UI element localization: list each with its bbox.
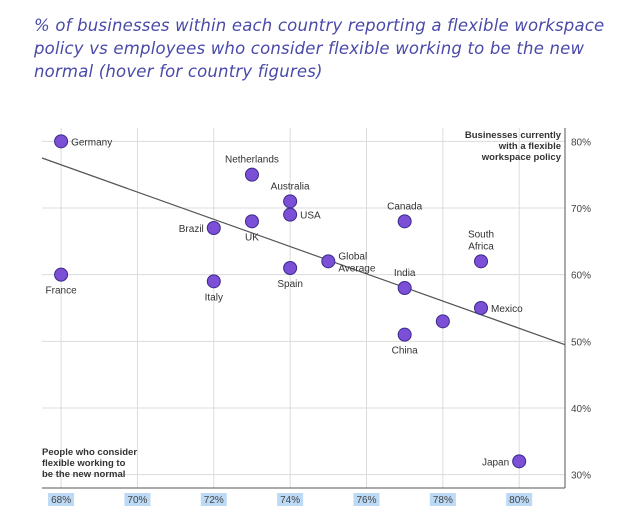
- label-india: India: [394, 268, 416, 279]
- label-canada: Canada: [387, 201, 422, 212]
- grid-lines: [42, 128, 566, 489]
- point-canada: [397, 214, 412, 229]
- label-global-average-line-1: Global: [338, 251, 367, 262]
- point-japan: [512, 454, 527, 469]
- y-axis-title-line-3: workspace policy: [481, 152, 562, 163]
- y-tick-label-60: 60%: [571, 271, 591, 282]
- label-mexico-line-1: Mexico: [491, 304, 523, 315]
- point-uk: [244, 214, 259, 229]
- x-tick-label-70: 70%: [127, 495, 147, 506]
- label-global-average-line-2: Average: [338, 263, 376, 274]
- point-mexico: [474, 301, 489, 315]
- chart-title: % of businesses within each country repo…: [34, 16, 605, 81]
- label-france-line-1: France: [46, 286, 78, 297]
- label-australia-line-1: Australia: [271, 181, 310, 192]
- x-tick-highlight-70: [124, 493, 151, 506]
- point-labels: Germany France Netherlands Australia USA UK Br…: [46, 137, 524, 468]
- label-france: France: [46, 286, 78, 297]
- x-tick-highlight-72: [200, 493, 227, 506]
- x-tick-label-80: 80%: [509, 495, 529, 506]
- point-spain: [283, 261, 298, 275]
- label-italy: Italy: [205, 292, 223, 303]
- point-south-africa: [474, 254, 489, 269]
- x-tick-label-72: 72%: [204, 495, 224, 506]
- point-china: [397, 327, 412, 342]
- label-global-average: Global Average: [338, 251, 376, 274]
- label-usa: USA: [300, 211, 321, 222]
- y-tick-label-80: 80%: [571, 137, 591, 148]
- x-axis-ticks: 68% 70% 72% 74% 76% 78% 80%: [48, 493, 533, 506]
- label-china-line-1: China: [392, 346, 419, 357]
- label-netherlands-line-1: Netherlands: [225, 155, 279, 166]
- y-axis-title-line-1: Businesses currently: [465, 130, 562, 141]
- label-germany-line-1: Germany: [71, 137, 112, 148]
- x-tick-highlight-74: [277, 493, 304, 506]
- point-unlabeled-13: [435, 314, 450, 329]
- label-brazil-line-1: Brazil: [179, 224, 204, 235]
- label-south-africa: South Africa: [468, 229, 494, 252]
- label-mexico: Mexico: [491, 304, 523, 315]
- point-france: [54, 267, 69, 282]
- x-axis-title: People who consider flexible working to be…: [42, 447, 137, 480]
- x-tick-highlight-68: [48, 493, 75, 506]
- x-tick-highlight-76: [353, 493, 380, 506]
- label-spain-line-1: Spain: [277, 279, 303, 290]
- y-tick-label-40: 40%: [571, 404, 591, 415]
- y-axis-title: Businesses currently with a flexible works…: [465, 130, 562, 163]
- x-tick-label-68: 68%: [51, 495, 71, 506]
- label-germany: Germany: [71, 137, 112, 148]
- point-italy: [206, 274, 221, 289]
- label-uk-line-1: UK: [245, 232, 259, 243]
- point-india: [397, 281, 412, 295]
- x-axis-title-line-1: People who consider: [42, 447, 137, 458]
- label-spain: Spain: [277, 279, 303, 290]
- point-brazil: [206, 221, 221, 235]
- label-brazil: Brazil: [179, 224, 204, 235]
- point-global-average: [321, 254, 336, 269]
- data-points: [54, 134, 527, 469]
- x-axis-title-line-2: flexible working to: [42, 458, 126, 469]
- label-uk: UK: [245, 232, 259, 243]
- label-india-line-1: India: [394, 268, 416, 279]
- label-china: China: [392, 346, 419, 357]
- y-axis-ticks: 30% 40% 50% 60% 70% 80%: [571, 137, 591, 481]
- label-japan-line-1: Japan: [482, 457, 509, 468]
- label-netherlands: Netherlands: [225, 155, 279, 166]
- y-tick-label-30: 30%: [571, 471, 591, 482]
- label-usa-line-1: USA: [300, 211, 321, 222]
- point-germany: [54, 134, 69, 149]
- y-axis-title-line-2: with a flexible: [498, 141, 561, 152]
- x-tick-label-78: 78%: [433, 495, 453, 506]
- label-canada-line-1: Canada: [387, 201, 422, 212]
- y-tick-label-50: 50%: [571, 337, 591, 348]
- point-australia: [283, 194, 298, 209]
- label-south-africa-line-1: South: [468, 229, 494, 240]
- label-italy-line-1: Italy: [205, 292, 223, 303]
- axis-titles: Businesses currently with a flexible works…: [42, 130, 562, 480]
- x-tick-highlight-80: [506, 493, 533, 506]
- label-japan: Japan: [482, 457, 509, 468]
- label-south-africa-line-2: Africa: [468, 241, 494, 252]
- x-tick-label-76: 76%: [356, 495, 376, 506]
- point-usa: [283, 207, 298, 222]
- label-australia: Australia: [271, 181, 310, 192]
- x-axis-title-line-3: be the new normal: [42, 469, 125, 480]
- y-tick-label-70: 70%: [571, 204, 591, 215]
- point-netherlands: [244, 167, 259, 182]
- x-tick-highlight-78: [429, 493, 456, 506]
- x-tick-label-74: 74%: [280, 495, 300, 506]
